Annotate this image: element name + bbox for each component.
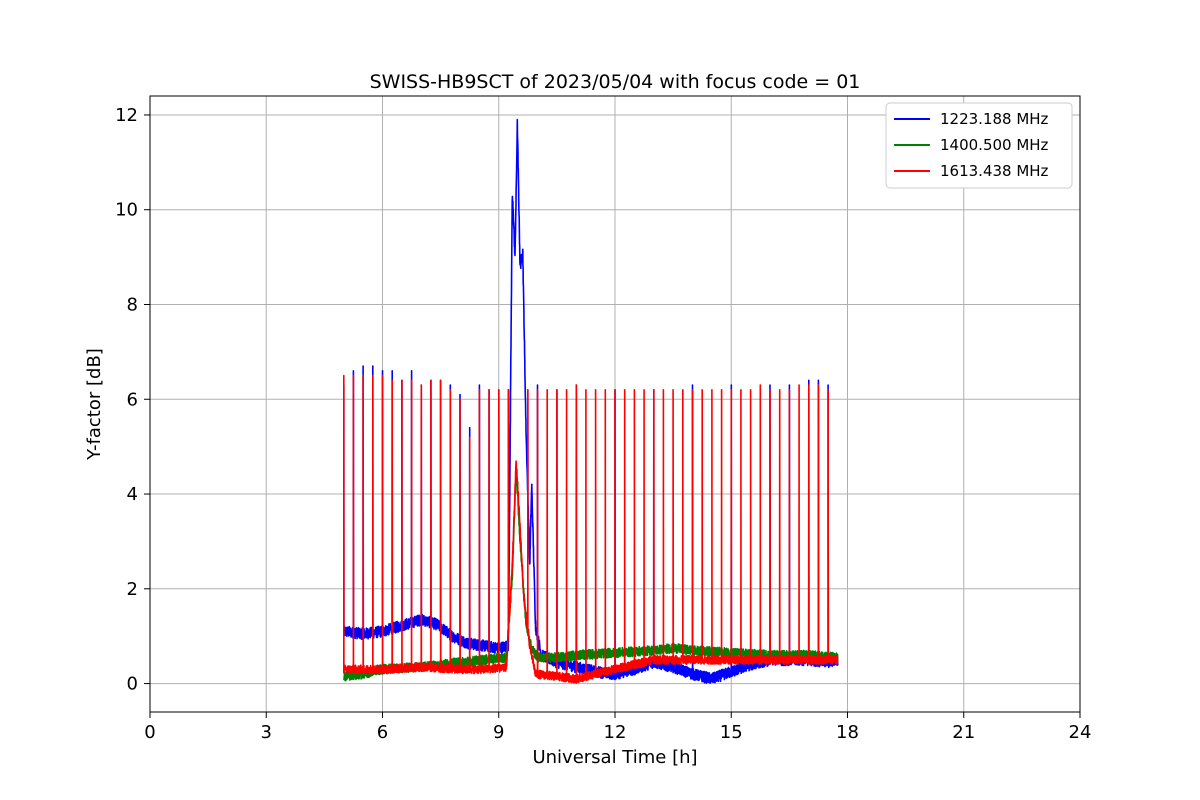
x-tick-label: 12 (604, 722, 627, 743)
series-layer (342, 118, 839, 684)
y-axis-label: Y-factor [dB] (84, 348, 105, 461)
y-tick-label: 0 (127, 674, 138, 695)
x-tick-label: 24 (1069, 722, 1092, 743)
y-tick-label: 6 (127, 389, 138, 410)
y-tick-label: 12 (115, 105, 138, 126)
x-tick-label: 0 (144, 722, 155, 743)
x-tick-label: 18 (836, 722, 859, 743)
x-tick-label: 15 (720, 722, 743, 743)
x-tick-label: 21 (952, 722, 975, 743)
legend-label-1223: 1223.188 MHz (940, 110, 1049, 128)
x-tick-label: 9 (493, 722, 504, 743)
legend-box (885, 102, 1073, 189)
y-tick-label: 8 (127, 294, 138, 315)
y-tick-label: 10 (115, 200, 138, 221)
y-tick-label: 4 (127, 484, 138, 505)
legend-label-1613: 1613.438 MHz (940, 162, 1049, 180)
chart-title: SWISS-HB9SCT of 2023/05/04 with focus co… (370, 71, 861, 93)
x-axis-label: Universal Time [h] (532, 747, 697, 768)
legend-label-1400: 1400.500 MHz (940, 136, 1049, 154)
x-axis: 0 3 6 9 12 15 18 21 24 (144, 712, 1091, 743)
y-axis: 0 2 4 6 8 10 12 (115, 105, 150, 695)
x-tick-label: 3 (261, 722, 272, 743)
series-line-2 (342, 374, 839, 684)
legend: 1223.188 MHz 1400.500 MHz 1613.438 MHz (885, 102, 1073, 189)
y-tick-label: 2 (127, 579, 138, 600)
x-tick-label: 6 (377, 722, 388, 743)
